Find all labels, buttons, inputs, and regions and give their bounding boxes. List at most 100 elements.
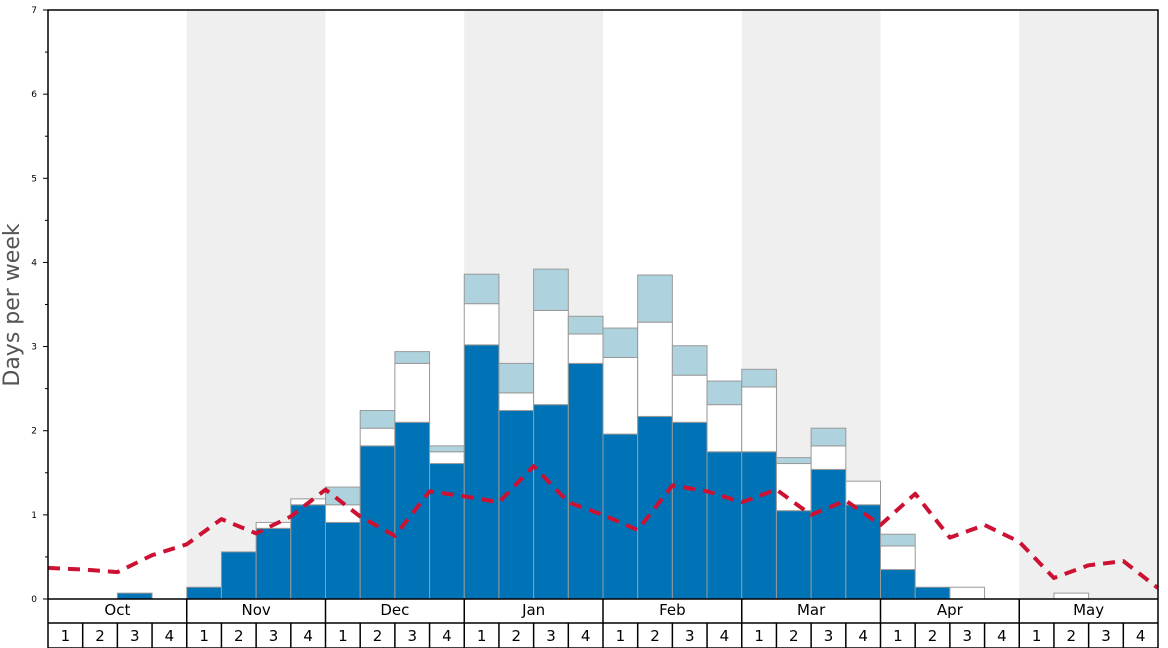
month-label: May (1073, 601, 1104, 619)
week-label: 4 (858, 627, 868, 645)
week-label: 4 (1136, 627, 1146, 645)
bar-top (602, 327, 639, 359)
bar-top (394, 351, 431, 364)
bar-base (567, 362, 604, 600)
bar-base (325, 521, 361, 600)
y-tick-label: 4 (31, 258, 37, 268)
bar-top (810, 427, 847, 447)
month-label: Oct (104, 601, 130, 619)
bar-base (220, 551, 257, 600)
month-label: Feb (659, 601, 686, 619)
bar-middle (533, 309, 569, 406)
week-label: 3 (1101, 627, 1111, 645)
bar-top (741, 368, 777, 388)
bar-base (914, 586, 951, 600)
week-label: 4 (997, 627, 1007, 645)
bar-middle (637, 321, 673, 417)
bar-base (255, 527, 292, 600)
bar-middle (810, 445, 847, 470)
bar-top (567, 315, 604, 335)
week-label: 1 (754, 627, 764, 645)
month-shade-band (1019, 10, 1158, 599)
week-label: 3 (685, 627, 695, 645)
bar-base (775, 510, 812, 600)
week-label: 3 (269, 627, 279, 645)
bar-base (880, 569, 916, 600)
bar-middle (602, 357, 639, 435)
y-tick-label: 3 (31, 343, 37, 353)
y-tick-label: 1 (31, 511, 37, 521)
bar-middle (1053, 592, 1090, 600)
bar-top (463, 273, 500, 305)
bar-base (810, 468, 847, 600)
x-axis: Oct 1 2 3 4 Nov 1 2 3 4 Dec 1 2 3 4 Jan 1 2 3 4 Feb 1 2 3 4 Mar 1 2… (48, 598, 1158, 648)
week-label: 4 (720, 627, 730, 645)
y-tick-label: 5 (31, 174, 37, 184)
bar-base (429, 463, 465, 600)
week-label: 1 (1032, 627, 1042, 645)
bar-base (845, 504, 881, 600)
month-label: Dec (380, 601, 409, 619)
average-line (47, 464, 1160, 590)
week-label: 1 (893, 627, 903, 645)
y-tick-label: 7 (31, 6, 37, 16)
y-axis: 0 1 2 3 4 5 6 7 (31, 6, 48, 605)
bar-middle (949, 586, 986, 600)
y-tick-label: 6 (31, 90, 37, 100)
y-tick-label: 0 (31, 595, 37, 605)
y-axis-label: Days per week (0, 223, 25, 386)
week-label: 4 (165, 627, 175, 645)
week-label: 1 (199, 627, 209, 645)
week-label: 3 (824, 627, 834, 645)
month-label: Nov (241, 601, 270, 619)
week-label: 2 (95, 627, 105, 645)
week-label: 2 (512, 627, 522, 645)
week-label: 2 (1067, 627, 1077, 645)
week-label: 4 (581, 627, 591, 645)
week-label: 2 (650, 627, 660, 645)
bar-series (116, 268, 1090, 600)
week-label: 1 (61, 627, 71, 645)
week-label: 3 (962, 627, 972, 645)
week-label: 4 (303, 627, 313, 645)
bar-middle (394, 362, 431, 423)
bar-top (498, 362, 535, 394)
bar-middle (880, 545, 916, 571)
bar-top (706, 380, 743, 406)
week-label: 2 (373, 627, 383, 645)
bar-top (429, 445, 465, 453)
bar-base (290, 504, 326, 600)
bar-top (533, 268, 569, 311)
y-tick-label: 2 (31, 427, 37, 437)
week-label: 1 (616, 627, 626, 645)
bar-base (463, 344, 500, 600)
bar-middle (567, 333, 604, 364)
bar-middle (429, 451, 465, 465)
bar-middle (706, 404, 743, 453)
bar-base (186, 586, 222, 600)
bar-middle (845, 480, 881, 506)
bar-top (637, 274, 673, 323)
bar-base (116, 592, 153, 600)
bar-top (671, 345, 708, 376)
bar-base (533, 404, 569, 600)
week-label: 4 (442, 627, 452, 645)
week-label: 2 (789, 627, 799, 645)
bar-base (671, 421, 708, 600)
bar-middle (671, 374, 708, 423)
week-label: 1 (477, 627, 487, 645)
bar-top (880, 533, 916, 547)
bar-middle (359, 427, 396, 447)
bar-top (359, 410, 396, 429)
bar-top (775, 457, 812, 465)
bar-middle (498, 392, 535, 412)
bar-base (359, 445, 396, 600)
month-label: Jan (521, 601, 545, 619)
month-label: Mar (797, 601, 826, 619)
bar-middle (463, 303, 500, 346)
bar-middle (741, 386, 777, 453)
week-label: 3 (546, 627, 556, 645)
plot-border (47, 9, 1159, 648)
week-label: 3 (130, 627, 140, 645)
